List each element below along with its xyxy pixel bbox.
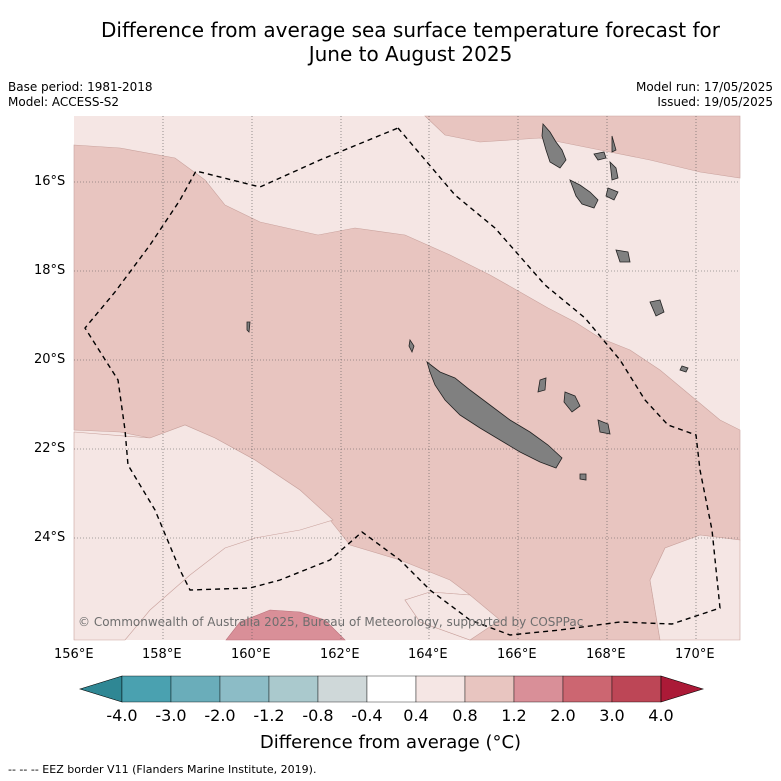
colorbar-segment <box>121 675 172 703</box>
lat-label-24s: 24°S <box>34 530 66 545</box>
loyalty-land-2 <box>597 419 611 435</box>
colorbar-under-arrow <box>78 675 123 703</box>
colorbar-segment <box>562 675 613 703</box>
colorbar-tick-label: -0.8 <box>302 706 334 725</box>
vanuatu-land-9 <box>679 365 689 373</box>
title-line-1: Difference from average sea surface temp… <box>100 18 720 42</box>
colorbar-segment <box>268 675 319 703</box>
colorbar-segment <box>170 675 221 703</box>
lat-label-20s: 20°S <box>34 352 66 367</box>
colorbar-over-arrow <box>660 675 705 703</box>
sst-contour-ne <box>424 115 741 179</box>
colorbar-segment <box>366 675 417 703</box>
lon-label-166e: 166°E <box>497 647 537 662</box>
eez-border <box>84 127 721 636</box>
info-right: Model run: 17/05/2025 Issued: 19/05/2025 <box>636 80 773 110</box>
vanuatu-land-6 <box>611 135 617 153</box>
lat-label-22s: 22°S <box>34 441 66 456</box>
vanuatu-land-5 <box>605 187 619 201</box>
colorbar-segment <box>317 675 368 703</box>
sst-contour-light-s <box>404 591 501 641</box>
colorbar-tick-label: -4.0 <box>106 706 138 725</box>
land-masses <box>246 123 689 481</box>
colorbar-tick-label: 4.0 <box>648 706 674 725</box>
vanuatu-land-4 <box>593 151 607 161</box>
colorbar-tick-label: -0.4 <box>351 706 383 725</box>
loyalty-land-3 <box>537 377 547 393</box>
chart-title: Difference from average sea surface temp… <box>40 18 781 66</box>
colorbar-tick-label: -2.0 <box>204 706 236 725</box>
loyalty-land-1 <box>563 391 581 413</box>
sst-contour-light-sw <box>73 424 334 641</box>
chesterfield-islet <box>246 321 251 333</box>
colorbar-segment <box>219 675 270 703</box>
colorbar <box>78 675 705 703</box>
islet-1 <box>579 473 587 481</box>
copyright-notice: © Commonwealth of Australia 2025, Bureau… <box>78 615 584 629</box>
lon-label-168e: 168°E <box>586 647 626 662</box>
graticule <box>74 116 740 640</box>
colorbar-segment <box>611 675 662 703</box>
lon-label-160e: 160°E <box>231 647 271 662</box>
colorbar-title: Difference from average (°C) <box>259 732 522 753</box>
lon-label-164e: 164°E <box>408 647 448 662</box>
colorbar-tick-label: -3.0 <box>155 706 187 725</box>
colorbar-tick-label: 1.2 <box>501 706 527 725</box>
colorbar-tick-label: -1.2 <box>253 706 285 725</box>
lon-label-162e: 162°E <box>320 647 360 662</box>
vanuatu-land-1 <box>541 123 567 169</box>
model-text: Model: ACCESS-S2 <box>8 95 120 109</box>
info-left: Base period: 1981-2018 Model: ACCESS-S2 <box>8 80 153 110</box>
vanuatu-land-7 <box>615 249 631 263</box>
vanuatu-land-3 <box>609 160 619 181</box>
map-panel <box>73 115 741 641</box>
lon-label-158e: 158°E <box>142 647 182 662</box>
sst-contour-1.2-2.0 <box>225 609 346 641</box>
model-run-text: Model run: 17/05/2025 <box>635 80 773 94</box>
title-line-2: June to August 2025 <box>308 42 513 66</box>
base-period-text: Base period: 1981-2018 <box>8 80 153 94</box>
colorbar-tick-label: 3.0 <box>599 706 625 725</box>
new-caledonia-land <box>426 360 563 469</box>
lat-label-18s: 18°S <box>34 263 66 278</box>
colorbar-tick-label: 0.8 <box>452 706 478 725</box>
islet-2 <box>408 338 415 354</box>
lon-label-170e: 170°E <box>675 647 715 662</box>
colorbar-segment <box>513 675 564 703</box>
sst-contour-light-se <box>649 534 741 641</box>
lon-label-156e: 156°E <box>54 647 94 662</box>
eez-legend-note: -- -- -- EEZ border V11 (Flanders Marine… <box>8 763 317 776</box>
vanuatu-land-2 <box>569 179 599 209</box>
colorbar-segment <box>415 675 466 703</box>
lat-label-16s: 16°S <box>34 174 66 189</box>
vanuatu-land-8 <box>649 299 665 317</box>
colorbar-segment <box>464 675 515 703</box>
issued-text: Issued: 19/05/2025 <box>657 95 773 109</box>
colorbar-tick-label: 2.0 <box>550 706 576 725</box>
colorbar-tick-label: 0.4 <box>403 706 429 725</box>
